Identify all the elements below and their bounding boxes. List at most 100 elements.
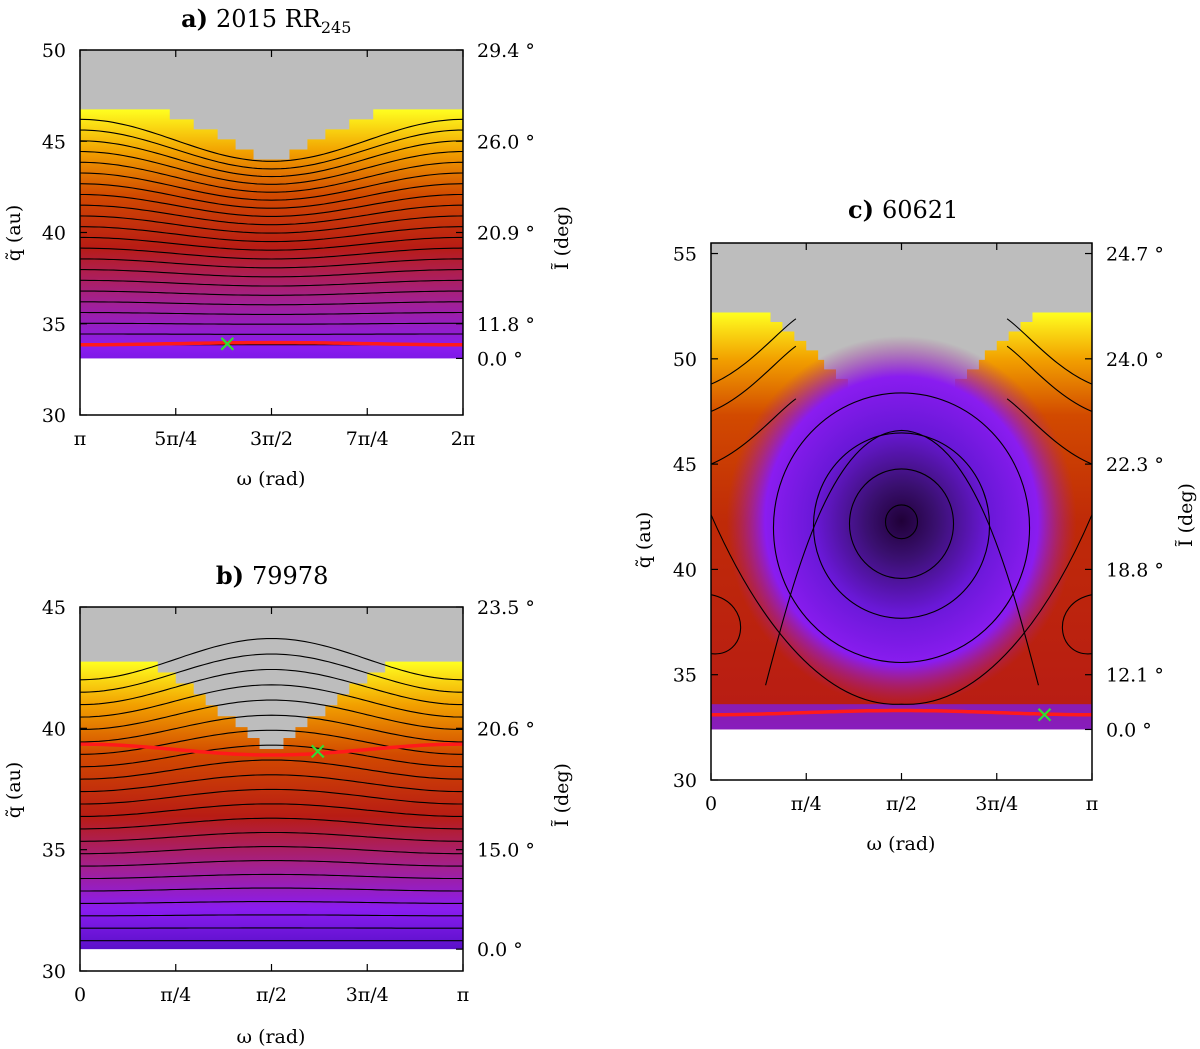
panel-b-stable-curve xyxy=(80,742,463,757)
right-tick-label: 18.8 ° xyxy=(1106,559,1164,581)
panel-b-level-curve xyxy=(80,860,463,867)
panel-c-x-axis-label: ω (rad) xyxy=(867,833,936,855)
x-tick-label: 5π/4 xyxy=(154,428,197,450)
y-tick-label: 35 xyxy=(42,314,66,336)
y-tick-label: 35 xyxy=(673,665,697,687)
panel-c-level-curves xyxy=(711,318,1092,705)
panel-b-level-curve xyxy=(80,846,463,855)
y-tick-label: 40 xyxy=(673,559,697,581)
panel-c-right-axis-label: Ĩ (deg) xyxy=(1175,483,1197,547)
panel-b-level-curve xyxy=(80,873,463,880)
right-tick-label: 0.0 ° xyxy=(477,939,523,961)
panel-a-level-curve xyxy=(80,140,463,178)
panel-c-title-text: 60621 xyxy=(882,196,958,224)
panel-c-island-shading xyxy=(726,335,1077,706)
panel-b-plot xyxy=(80,607,463,971)
panel-a-empty-region xyxy=(80,358,463,415)
panel-a-level-curve xyxy=(80,215,463,234)
panel-a-level-curve xyxy=(80,204,463,226)
panel-b-level-curve xyxy=(80,901,463,904)
panel-c-open-contour xyxy=(1006,398,1092,465)
panel-b-level-curve xyxy=(80,817,463,830)
panel-a-left-axis-label: q̃ (au) xyxy=(3,205,25,262)
panel-c-side-lobe-contour xyxy=(1061,594,1092,655)
panel-a-level-curve xyxy=(80,279,463,287)
right-tick-label: 22.3 ° xyxy=(1106,454,1164,476)
x-tick-label: 3π/2 xyxy=(250,428,293,450)
x-tick-label: π/2 xyxy=(256,984,287,1006)
y-tick-label: 45 xyxy=(673,454,697,476)
panel-b-level-curve xyxy=(80,759,463,780)
panel-c-separatrix xyxy=(711,514,1092,705)
right-tick-label: 23.5 ° xyxy=(477,597,535,619)
panel-c-left-axis-label: q̃ (au) xyxy=(633,512,655,569)
panel-b-current-position-marker xyxy=(310,744,325,759)
x-tick-label: 3π/4 xyxy=(346,984,389,1006)
panel-a-level-curve xyxy=(80,129,463,170)
panel-a-level-curve xyxy=(80,118,463,162)
panel-a-title-text: 2015 RR xyxy=(216,5,322,33)
panel-b-title-text: 79978 xyxy=(252,562,328,590)
y-tick-label: 45 xyxy=(42,597,66,619)
panel-b-level-curve xyxy=(80,914,463,917)
right-tick-label: 0.0 ° xyxy=(477,348,523,370)
panel-b-energy-field xyxy=(80,661,463,971)
panel-a-title-subscript: 245 xyxy=(321,18,352,37)
panel-a-level-curve xyxy=(80,301,463,306)
panel-b-level-curve xyxy=(80,744,463,768)
panel-c-island-contour xyxy=(848,468,955,580)
panel-a-level-curve xyxy=(80,161,463,193)
panel-c-side-lobe-contour xyxy=(711,594,742,655)
panel-c-title-letter: c) xyxy=(848,195,874,224)
x-tick-label: 7π/4 xyxy=(346,428,389,450)
panel-b-level-curve xyxy=(80,637,463,681)
right-tick-label: 20.6 ° xyxy=(477,718,535,740)
panel-b-level-curve xyxy=(80,774,463,793)
panel-a-level-curve xyxy=(80,236,463,251)
panel-c-open-contour xyxy=(711,345,797,412)
panel-a-level-curve xyxy=(80,247,463,260)
y-tick-label: 55 xyxy=(673,244,697,266)
panel-a-current-position-marker xyxy=(220,337,235,351)
x-tick-label: 0 xyxy=(705,793,717,815)
panel-c-open-contour xyxy=(1006,318,1092,385)
panel-b-x-axis-label: ω (rad) xyxy=(237,1026,306,1048)
panel-b-level-curve xyxy=(80,653,463,693)
right-tick-label: 12.1 ° xyxy=(1106,665,1164,687)
panel-c-outer-contour xyxy=(765,429,1039,686)
panel-c-low-band xyxy=(711,704,1092,730)
panel-a-plot xyxy=(80,50,463,415)
panel-c-plot xyxy=(711,243,1092,780)
y-tick-label: 45 xyxy=(42,131,66,153)
x-tick-label: 3π/4 xyxy=(975,793,1018,815)
panel-b-title-letter: b) xyxy=(216,561,244,590)
panel-b-level-curve xyxy=(80,699,463,731)
panel-b: b) 79978 0 π/4 π/2 3π/4 π 30 35 40 45 23.5 ° 20.6 … xyxy=(3,561,573,1048)
panel-b-title: 79978 xyxy=(252,562,328,590)
x-tick-label: 0 xyxy=(74,984,86,1006)
panel-a-level-curve xyxy=(80,322,463,325)
panel-c-title: 60621 xyxy=(882,196,958,224)
x-tick-label: 2π xyxy=(451,428,476,450)
y-tick-label: 30 xyxy=(42,961,66,983)
panel-a-right-axis-label: Ĩ (deg) xyxy=(551,206,573,270)
right-tick-label: 24.7 ° xyxy=(1106,244,1164,266)
y-tick-label: 40 xyxy=(42,718,66,740)
panel-a-marker-cross xyxy=(220,337,235,351)
panel-b-right-axis-label: Ĩ (deg) xyxy=(551,763,573,827)
panel-a-level-curve xyxy=(80,290,463,296)
panel-c-island-contour xyxy=(772,392,1031,664)
right-tick-label: 15.0 ° xyxy=(477,840,535,862)
right-tick-label: 26.0 ° xyxy=(477,131,535,153)
x-tick-label: π/2 xyxy=(886,793,917,815)
panel-a-axes: π 5π/4 3π/2 7π/4 2π 30 35 40 45 50 29.4 ° 26.0 ° 20.… xyxy=(42,40,535,450)
x-tick-label: π/4 xyxy=(160,984,191,1006)
panel-a-level-curve xyxy=(80,311,463,315)
panel-b-level-curve xyxy=(80,887,463,892)
y-tick-label: 30 xyxy=(42,405,66,427)
panel-a-level-curve xyxy=(80,258,463,269)
panel-a: a) 2015 RR245 π 5π/4 3π/2 7π/4 2π 30 35 40 45 50 2… xyxy=(3,4,573,490)
panel-a-level-curve xyxy=(80,172,463,201)
panel-c-resonance-island xyxy=(711,335,1092,730)
